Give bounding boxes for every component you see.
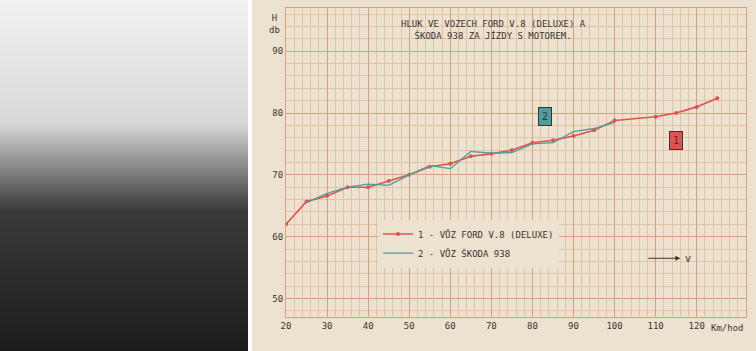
svg-text:1: 1 [673, 135, 679, 146]
svg-text:80: 80 [272, 108, 283, 118]
svg-text:2: 2 [542, 111, 548, 122]
svg-text:110: 110 [648, 321, 664, 331]
svg-text:70: 70 [486, 321, 497, 331]
svg-text:70: 70 [272, 170, 283, 180]
svg-text:v: v [685, 253, 691, 264]
svg-text:30: 30 [322, 321, 333, 331]
svg-text:Km/hod: Km/hod [711, 323, 744, 333]
svg-text:50: 50 [272, 294, 283, 304]
svg-text:100: 100 [606, 321, 622, 331]
svg-text:60: 60 [445, 321, 456, 331]
svg-text:1 - VŮZ FORD V.8 (DELUXE): 1 - VŮZ FORD V.8 (DELUXE) [418, 229, 553, 240]
svg-text:120: 120 [689, 321, 705, 331]
svg-text:HLUK VE VOZECH FORD V.8 (DELUX: HLUK VE VOZECH FORD V.8 (DELUXE) AŠKODA … [401, 19, 586, 41]
svg-text:90: 90 [272, 46, 283, 56]
svg-text:60: 60 [272, 232, 283, 242]
svg-text:20: 20 [281, 321, 292, 331]
svg-text:Hdb: Hdb [269, 13, 280, 35]
svg-text:40: 40 [363, 321, 374, 331]
svg-text:90: 90 [568, 321, 579, 331]
svg-text:80: 80 [527, 321, 538, 331]
svg-text:2 - VŮZ ŠKODA 938: 2 - VŮZ ŠKODA 938 [418, 248, 510, 259]
svg-text:50: 50 [404, 321, 415, 331]
